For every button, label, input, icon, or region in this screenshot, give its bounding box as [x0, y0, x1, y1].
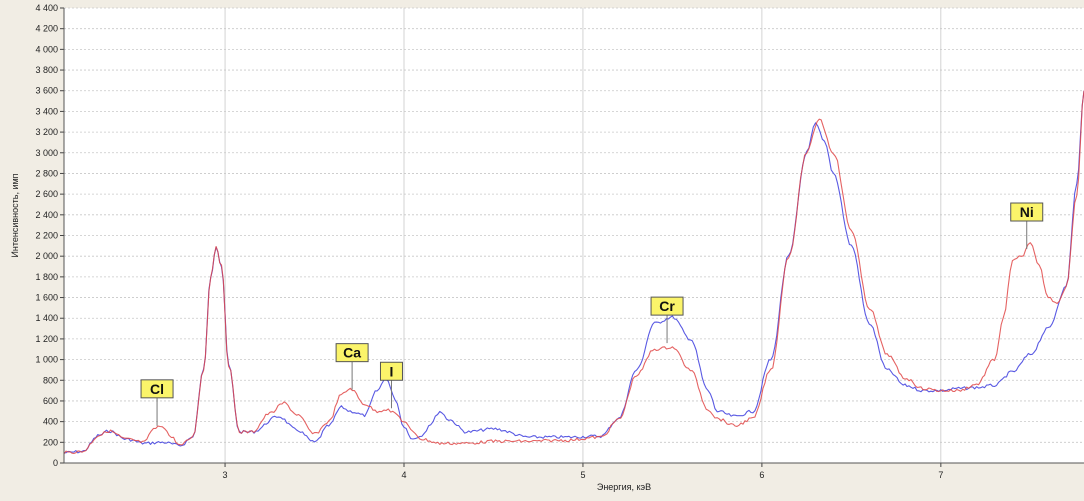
annotation-box — [335, 343, 369, 363]
annotation-label: Cr — [659, 298, 675, 314]
annotation-label: I — [390, 363, 394, 379]
annotation-box — [650, 296, 684, 316]
x-tick-label: 7 — [938, 470, 943, 480]
y-tick-label: 3 600 — [35, 86, 58, 96]
annotation-box — [1010, 202, 1044, 222]
annotation-label: Ni — [1020, 204, 1034, 220]
annotation-label: Ca — [343, 345, 361, 361]
y-tick-label: 1 600 — [35, 293, 58, 303]
x-axis-label: Энергия, кэВ — [597, 482, 651, 492]
x-tick-label: 3 — [223, 470, 228, 480]
y-tick-label: 2 400 — [35, 210, 58, 220]
y-tick-label: 2 000 — [35, 251, 58, 261]
y-tick-label: 3 400 — [35, 106, 58, 116]
annotation-box — [140, 379, 174, 399]
y-tick-label: 1 200 — [35, 334, 58, 344]
y-tick-label: 200 — [43, 437, 58, 447]
grid — [64, 7, 1084, 464]
y-tick-label: 400 — [43, 417, 58, 427]
series-line-2 — [63, 90, 1084, 455]
y-axis-label: Интенсивность, имп — [10, 173, 20, 257]
x-tick-label: 6 — [759, 470, 764, 480]
y-tick-label: 1 400 — [35, 313, 58, 323]
x-tick-label: 5 — [580, 470, 585, 480]
y-tick-label: 2 200 — [35, 231, 58, 241]
annotation-label: Cl — [150, 381, 164, 397]
annotation-box — [379, 361, 403, 381]
y-tick-label: 1 800 — [35, 272, 58, 282]
x-tick-label: 4 — [401, 470, 406, 480]
annotations-group: Cl Ca I Cr Ni — [140, 202, 1044, 426]
y-tick-label: 4 400 — [35, 3, 58, 13]
y-tick-label: 4 000 — [35, 44, 58, 54]
y-tick-label: 3 000 — [35, 148, 58, 158]
y-tick-label: 3 800 — [35, 65, 58, 75]
y-tick-label: 800 — [43, 375, 58, 385]
series-group — [63, 90, 1084, 455]
y-tick-label: 1 000 — [35, 355, 58, 365]
y-tick-label: 4 200 — [35, 24, 58, 34]
y-tick-label: 3 200 — [35, 127, 58, 137]
ticks-group: 0 200 400 600 800 1 000 1 200 1 400 1 600 1 800 2 … — [35, 3, 1084, 480]
y-tick-label: 0 — [53, 458, 58, 468]
y-tick-label: 2 800 — [35, 168, 58, 178]
y-tick-label: 2 600 — [35, 189, 58, 199]
y-tick-label: 600 — [43, 396, 58, 406]
